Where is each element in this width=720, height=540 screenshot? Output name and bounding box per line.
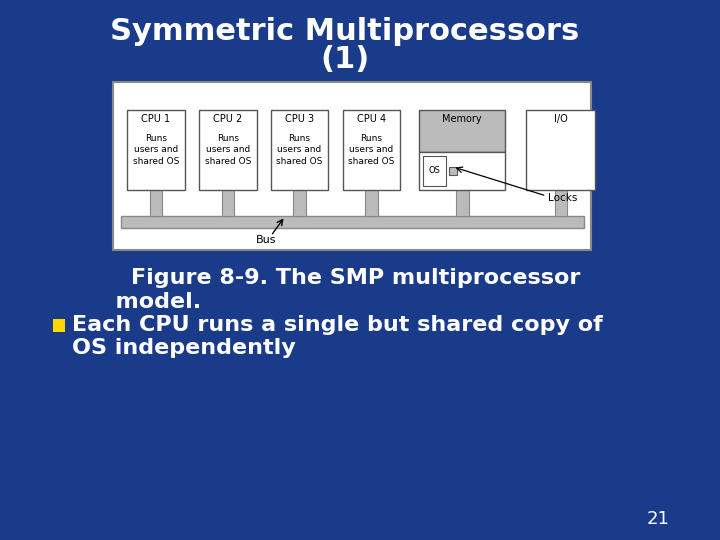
Bar xyxy=(554,190,567,216)
Text: CPU 1: CPU 1 xyxy=(141,114,171,124)
Bar xyxy=(150,190,162,216)
Text: Each CPU runs a single but shared copy of: Each CPU runs a single but shared copy o… xyxy=(72,315,603,335)
Bar xyxy=(127,110,185,190)
Bar xyxy=(526,110,595,190)
Text: Runs
users and
shared OS: Runs users and shared OS xyxy=(204,134,251,166)
Bar xyxy=(293,190,306,216)
Text: Runs
users and
shared OS: Runs users and shared OS xyxy=(132,134,179,166)
Bar xyxy=(419,110,505,152)
Bar xyxy=(419,152,505,190)
Text: Runs
users and
shared OS: Runs users and shared OS xyxy=(276,134,323,166)
Bar xyxy=(365,190,377,216)
Text: Runs
users and
shared OS: Runs users and shared OS xyxy=(348,134,395,166)
Text: Figure 8-9. The SMP multiprocessor: Figure 8-9. The SMP multiprocessor xyxy=(101,268,581,288)
Bar xyxy=(271,110,328,190)
Bar xyxy=(53,319,65,332)
Bar xyxy=(343,110,400,190)
Text: Memory: Memory xyxy=(443,114,482,124)
Text: OS independently: OS independently xyxy=(72,338,295,358)
Bar xyxy=(449,167,456,175)
Text: CPU 4: CPU 4 xyxy=(357,114,386,124)
Text: Bus: Bus xyxy=(256,235,276,245)
Text: Symmetric Multiprocessors: Symmetric Multiprocessors xyxy=(110,17,579,46)
Text: model.: model. xyxy=(101,292,202,312)
Text: (1): (1) xyxy=(320,45,369,75)
Bar xyxy=(456,190,469,216)
Text: CPU 2: CPU 2 xyxy=(213,114,243,124)
Bar xyxy=(113,82,592,250)
Bar xyxy=(222,190,234,216)
Bar xyxy=(199,110,256,190)
Text: Locks: Locks xyxy=(549,193,578,203)
Bar xyxy=(120,216,584,228)
Bar xyxy=(423,156,446,186)
Text: CPU 3: CPU 3 xyxy=(285,114,314,124)
Text: I/O: I/O xyxy=(554,114,568,124)
Text: OS: OS xyxy=(428,166,441,176)
Text: 21: 21 xyxy=(647,510,670,528)
